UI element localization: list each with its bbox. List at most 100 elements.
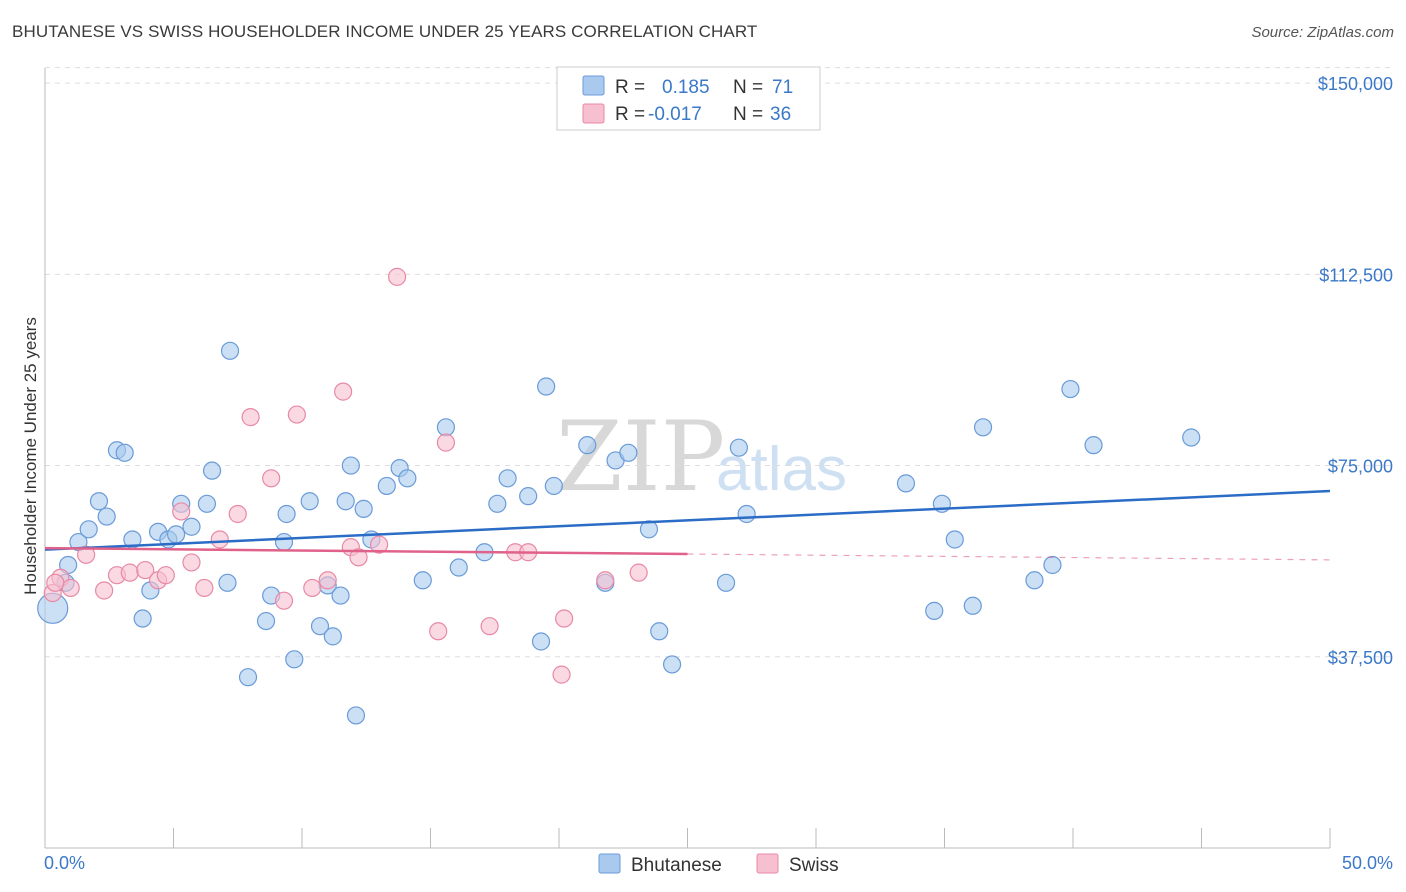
x-tick-label-min: 0.0% [44,853,85,873]
bhutanese-point [963,596,982,615]
swiss-point [370,535,389,554]
bhutanese-point [197,494,217,513]
bhutanese-point [79,520,98,539]
bhutanese-point [277,504,296,524]
legend-r-label-2: R = [615,104,645,125]
bhutanese-point [331,586,350,605]
bhutanese-point [662,655,682,674]
bhutanese-point [973,418,993,437]
swiss-point [596,571,615,590]
bhutanese-point [716,573,736,592]
y-tick-label: $150,000 [1318,74,1393,94]
swiss-point [46,573,65,592]
bhutanese-point [413,571,432,590]
correlation-legend: R = 0.185 N = 71 R = -0.017 N = 36 [556,66,821,131]
bhutanese-point [578,436,597,455]
swiss-point [156,566,175,585]
bhutanese-point [544,476,563,496]
bhutanese-point [97,507,116,526]
swiss-point [349,548,368,567]
bhutanese-point [274,532,294,552]
watermark-zip: ZIP [556,401,725,513]
swiss-point [195,578,214,598]
swiss-point [318,571,337,590]
legend-swatch-swiss [582,103,605,124]
data-points [37,267,1201,725]
swiss-point [228,504,247,524]
swiss-point [387,267,407,286]
bhutanese-point [285,650,304,669]
bhutanese-point [619,443,638,462]
trend-line-bhutanese [44,489,1331,551]
trend-lines [44,489,1331,561]
bhutanese-point [220,341,240,360]
swiss-point [262,469,281,488]
bhutanese-point [436,418,456,437]
series-legend: Bhutanese Swiss [598,853,839,876]
bhutanese-point [238,668,258,687]
bhutanese-point [1025,571,1044,590]
bhutanese-point [896,474,916,493]
bhutanese-point [218,573,237,592]
swiss-point [172,502,191,521]
bottom-legend-label-bhutanese: Bhutanese [631,855,722,876]
bottom-legend-swatch-swiss [756,853,779,874]
bhutanese-point [498,469,517,488]
bhutanese-point [650,622,669,641]
bhutanese-point [945,530,964,549]
legend-n-value-1: 71 [772,77,793,98]
bhutanese-point [354,499,373,518]
swiss-point [629,563,648,582]
bhutanese-point [202,461,222,480]
bhutanese-point [256,611,276,631]
bhutanese-point [449,558,468,577]
bhutanese-point [300,492,319,511]
legend-n-label-2: N = [733,104,763,125]
y-tick-label: $37,500 [1328,648,1393,668]
bhutanese-point [310,617,330,636]
swiss-point [303,578,322,598]
bhutanese-point [336,492,355,511]
x-tick-label-max: 50.0% [1342,853,1393,873]
y-tick-label: $112,500 [1319,265,1393,285]
swiss-point [436,433,456,452]
source-label: Source: ZipAtlas.com [1251,24,1394,41]
trend-line-swiss [44,546,688,556]
swiss-point [61,578,80,598]
swiss-point [136,560,155,580]
swiss-point [120,563,139,582]
bhutanese-point [115,443,134,462]
legend-r-value-1: 0.185 [662,77,710,98]
swiss-point [552,665,571,684]
bhutanese-point [182,517,201,536]
bhutanese-point [1043,555,1062,575]
trend-line-swiss-extension [687,553,1331,561]
bhutanese-point [1182,428,1201,447]
bhutanese-point [639,520,659,539]
bottom-legend-label-swiss: Swiss [789,855,839,876]
y-axis-title: Householder Income Under 25 years [21,317,40,595]
swiss-point [95,581,114,600]
bhutanese-point [488,494,507,513]
bhutanese-point [519,487,538,506]
x-ticks [44,828,1331,848]
legend-n-value-2: 36 [770,104,791,125]
bottom-legend-swatch-bhutanese [598,853,621,874]
swiss-point [241,408,260,427]
chart-title: BHUTANESE VS SWISS HOUSEHOLDER INCOME UN… [12,22,758,41]
bhutanese-point [398,469,417,488]
bhutanese-point [729,438,749,457]
legend-swatch-bhutanese [582,75,605,96]
swiss-point [77,545,96,564]
bhutanese-point [166,525,186,544]
bhutanese-point [1084,436,1103,455]
swiss-point [429,622,448,641]
swiss-point [274,591,294,610]
swiss-point [182,553,201,572]
bhutanese-point [341,456,360,475]
swiss-point [287,405,306,424]
swiss-point [480,617,499,636]
bhutanese-point [346,706,366,725]
bhutanese-point [737,504,756,524]
